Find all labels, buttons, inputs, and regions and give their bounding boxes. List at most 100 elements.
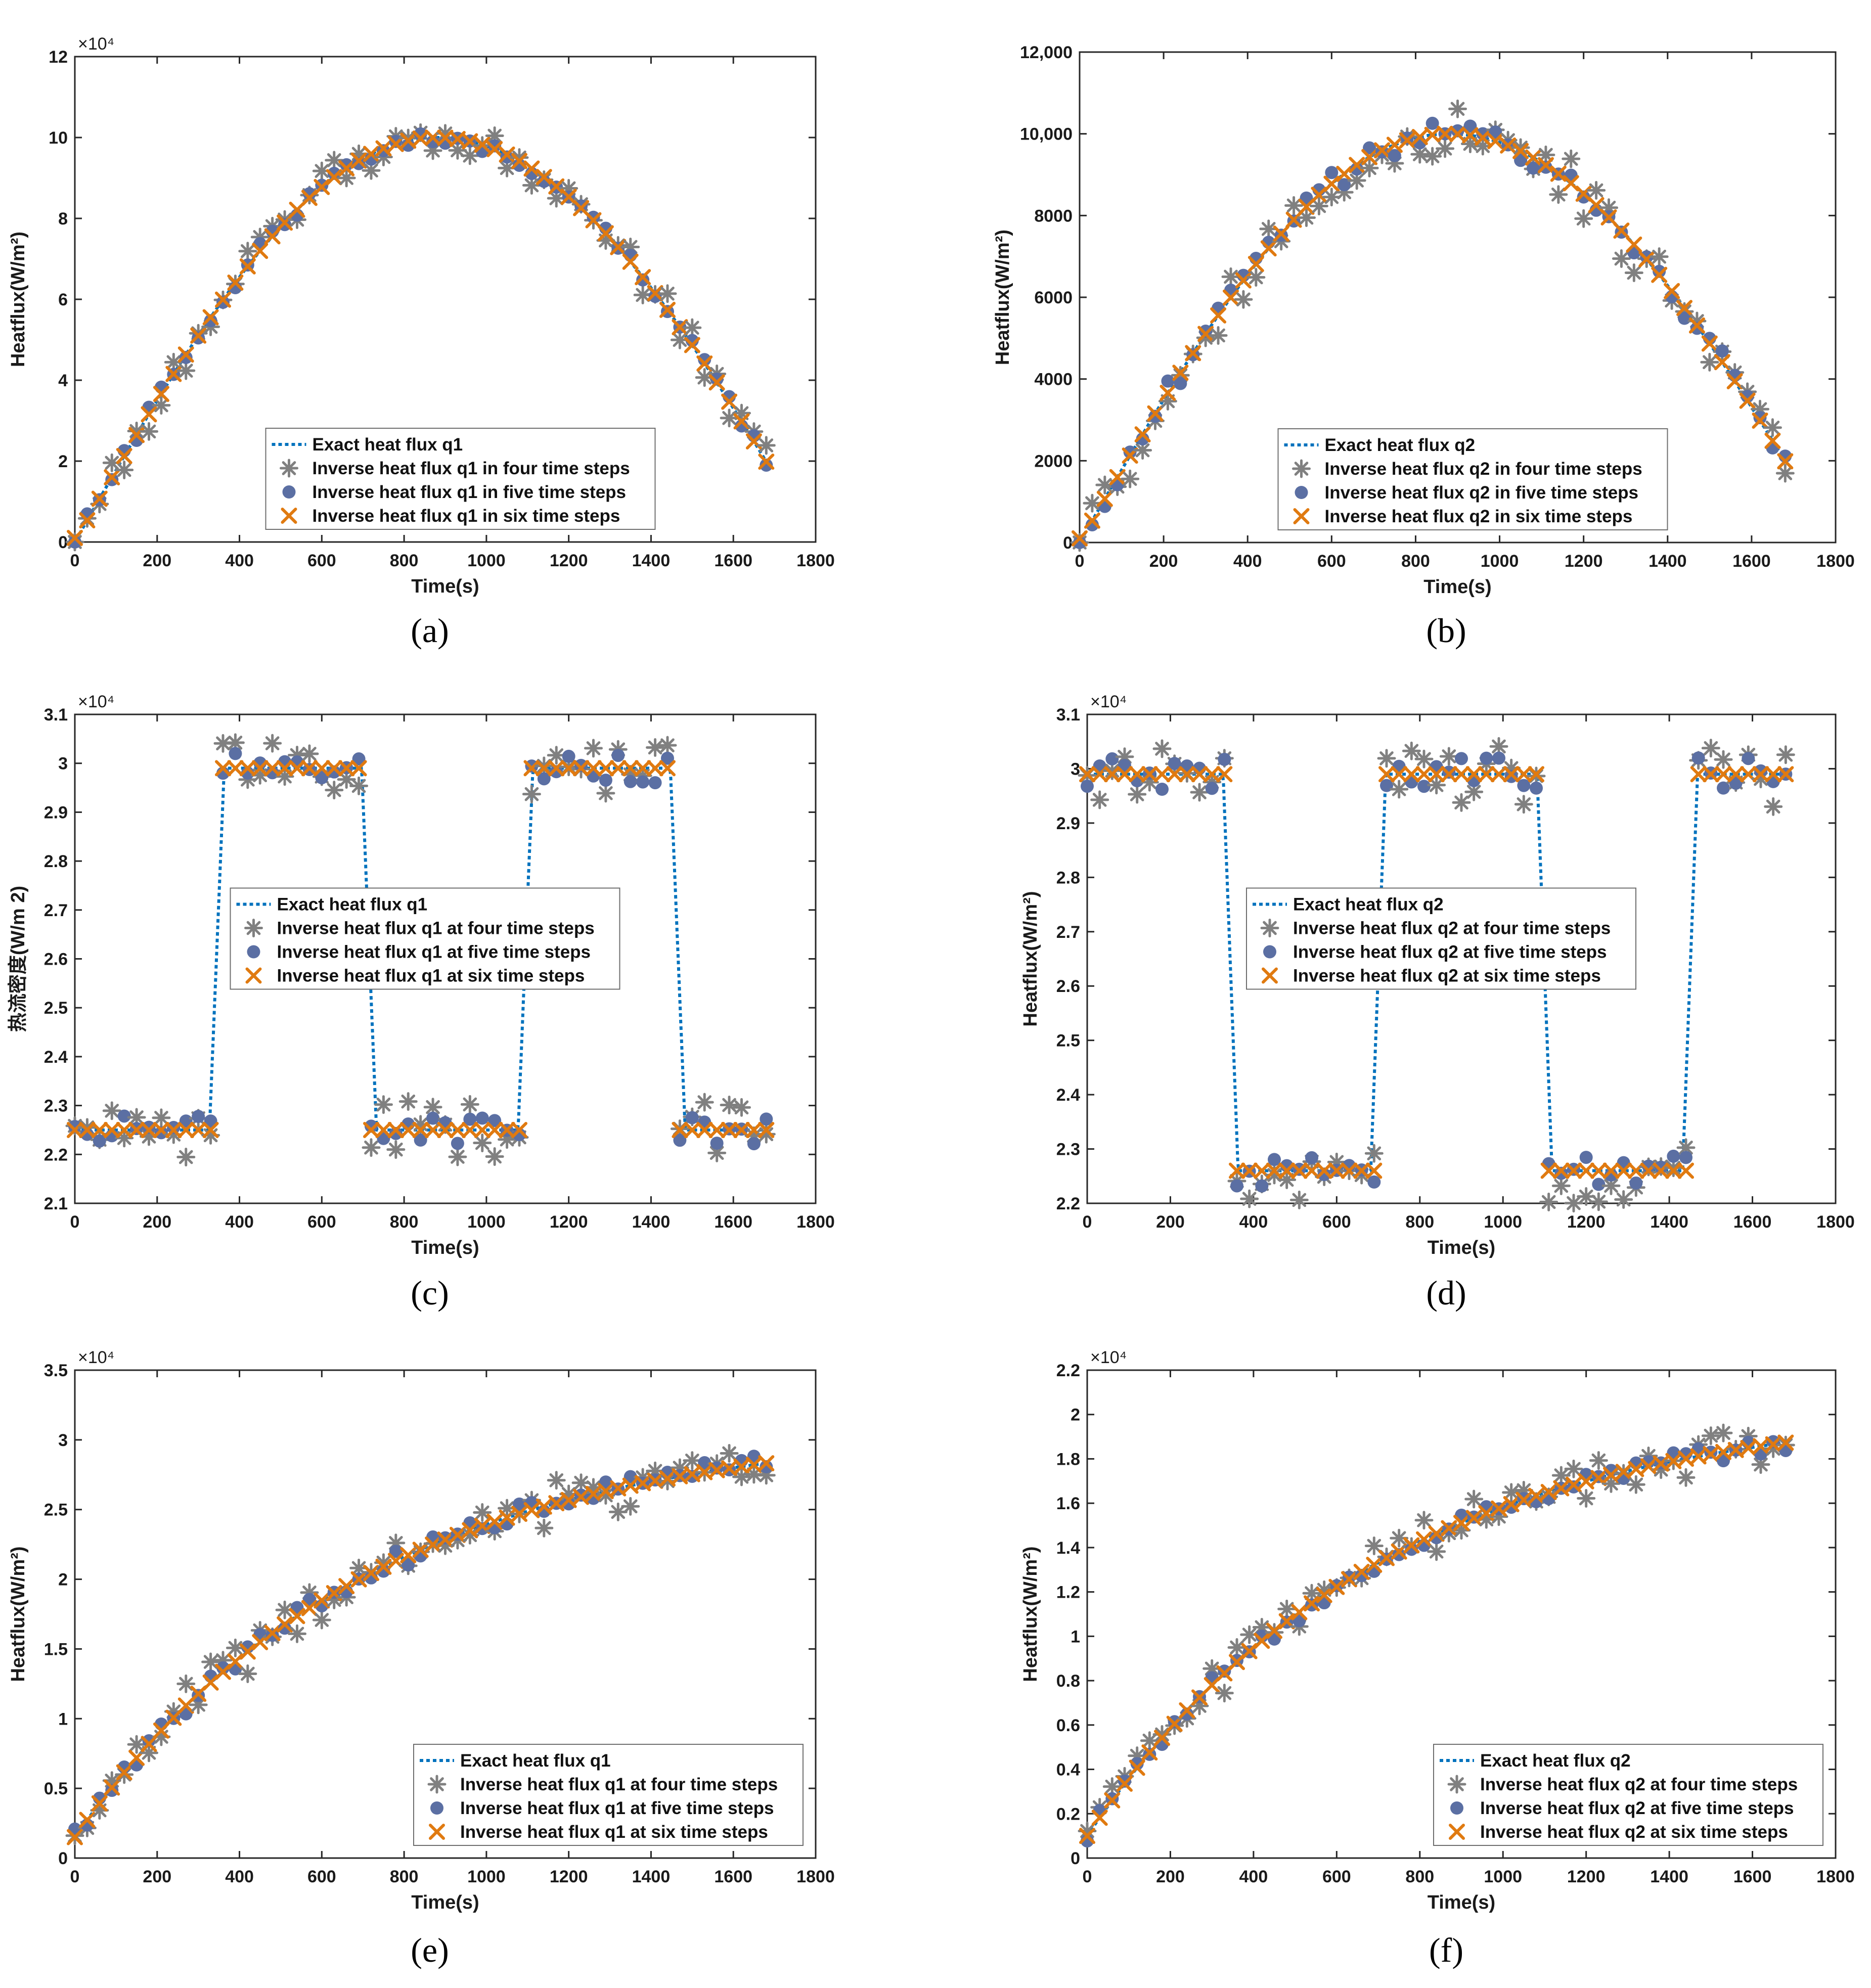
six-step-marker <box>1216 1665 1233 1682</box>
four-step-marker <box>1221 267 1240 286</box>
five-step-marker <box>599 1475 612 1489</box>
five-step-marker <box>488 139 502 153</box>
four-step-marker <box>732 403 751 423</box>
legend-label: Exact heat flux q2 <box>1480 1751 1631 1771</box>
five-step-marker <box>377 144 390 158</box>
legend-six-swatch <box>1293 508 1310 524</box>
series-markers <box>65 123 776 552</box>
six-step-marker <box>277 214 293 231</box>
y-tick-label: 0.6 <box>1056 1716 1080 1735</box>
x-tick-label: 400 <box>225 1212 254 1232</box>
legend-five-swatch <box>282 485 296 499</box>
legend-six-swatch <box>1262 967 1278 984</box>
y-tick-label: 0.5 <box>44 1779 68 1798</box>
six-step-marker <box>1516 766 1532 783</box>
six-step-marker <box>635 269 651 286</box>
six-step-marker <box>523 1502 540 1518</box>
five-step-marker <box>68 1120 81 1134</box>
four-step-marker <box>1549 185 1568 204</box>
axis-multiplier: ×10⁴ <box>1090 1348 1127 1367</box>
five-step-marker <box>1463 119 1477 133</box>
six-step-marker <box>1366 1162 1383 1179</box>
four-step-marker <box>534 1518 554 1538</box>
six-step-marker <box>363 1121 379 1138</box>
six-step-marker <box>758 454 775 470</box>
x-tick-label: 1000 <box>1484 1212 1522 1232</box>
panel-caption: (e) <box>411 1931 449 1969</box>
six-step-marker <box>1185 345 1201 362</box>
four-step-marker <box>695 1093 714 1112</box>
x-axis-label: Time(s) <box>1428 1237 1495 1258</box>
six-step-marker <box>1553 1480 1570 1497</box>
y-tick-label: 2 <box>1071 1406 1080 1425</box>
six-step-marker <box>1304 1162 1320 1179</box>
five-step-marker <box>1654 1160 1668 1174</box>
six-step-marker <box>1091 1810 1108 1826</box>
four-step-marker <box>1423 147 1442 166</box>
legend-box <box>413 1744 804 1846</box>
x-tick-label: 1800 <box>796 1867 835 1886</box>
y-tick-label: 0.2 <box>1056 1804 1080 1824</box>
x-tick-label: 400 <box>225 1867 254 1886</box>
six-step-marker <box>1336 165 1353 182</box>
five-step-marker <box>1199 325 1213 338</box>
legend-label: Inverse heat flux q1 at six time steps <box>460 1822 768 1842</box>
x-tick-label: 200 <box>143 551 171 570</box>
five-step-marker <box>1754 764 1767 778</box>
five-step-marker <box>105 1784 119 1797</box>
five-step-marker <box>562 1497 575 1511</box>
five-step-marker <box>760 458 773 472</box>
four-step-marker <box>127 1108 146 1127</box>
six-step-marker <box>610 239 627 255</box>
five-step-marker <box>451 1137 464 1150</box>
five-step-marker <box>142 400 156 414</box>
five-step-marker <box>1425 116 1439 130</box>
six-step-marker <box>338 1578 355 1595</box>
six-step-marker <box>622 253 639 270</box>
five-step-marker <box>216 295 230 309</box>
four-step-marker <box>238 242 257 261</box>
six-step-marker <box>511 1121 527 1138</box>
six-step-marker <box>1739 392 1756 409</box>
five-step-marker <box>1218 752 1231 766</box>
four-step-marker <box>460 1095 479 1114</box>
five-step-marker <box>402 1558 415 1572</box>
x-tick-label: 200 <box>1156 1212 1185 1232</box>
five-step-marker <box>636 273 650 287</box>
panel-caption: (c) <box>411 1274 449 1312</box>
legend-six-swatch <box>1449 1824 1465 1840</box>
six-step-marker <box>1304 1595 1320 1612</box>
six-step-marker <box>1191 766 1208 783</box>
five-step-marker <box>623 1470 637 1483</box>
five-step-marker <box>537 174 551 188</box>
five-step-marker <box>488 1114 502 1127</box>
four-step-marker <box>1536 145 1555 164</box>
six-step-marker <box>1764 432 1781 449</box>
six-step-marker <box>1266 1162 1282 1179</box>
legend-four-swatch <box>1447 1775 1466 1794</box>
legend-label: Inverse heat flux q2 at four time steps <box>1480 1775 1798 1794</box>
four-step-marker <box>1564 1459 1583 1478</box>
six-step-marker <box>141 1736 157 1752</box>
series-markers <box>1078 1423 1795 1848</box>
six-step-marker <box>1528 766 1544 783</box>
six-step-marker <box>499 146 515 163</box>
six-step-marker <box>239 760 256 777</box>
six-step-marker <box>1154 766 1170 783</box>
four-step-marker <box>1427 776 1446 795</box>
six-step-marker <box>1563 175 1579 192</box>
six-step-marker <box>1416 1531 1432 1548</box>
five-step-marker <box>1205 782 1219 795</box>
four-step-marker <box>473 1503 492 1522</box>
six-step-marker <box>1428 1525 1445 1542</box>
six-step-marker <box>1578 1473 1594 1489</box>
five-step-marker <box>550 765 563 779</box>
six-step-marker <box>1147 405 1164 422</box>
four-step-marker <box>683 318 702 337</box>
legend: Exact heat flux q1 Inverse heat flux q1 a… <box>413 1744 804 1846</box>
five-step-marker <box>1679 1151 1692 1164</box>
four-step-marker <box>732 1467 751 1486</box>
six-step-marker <box>523 160 540 177</box>
six-step-marker <box>721 1121 738 1138</box>
legend-label: Exact heat flux q1 <box>460 1751 611 1771</box>
